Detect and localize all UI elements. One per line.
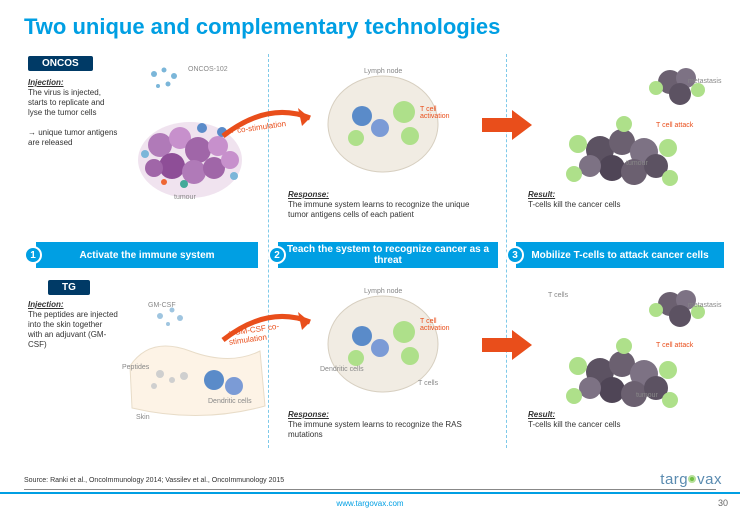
footer-bar: www.targovax.com 30 bbox=[0, 492, 740, 512]
oncos-lymph-illustration bbox=[318, 64, 448, 184]
tg-response-text: The immune system learns to recognize th… bbox=[288, 420, 462, 439]
oncos-result-block: Result: T-cells kill the cancer cells bbox=[528, 190, 708, 210]
oncos-injection-block: Injection: The virus is injected, starts… bbox=[28, 78, 118, 148]
big-arrow-2 bbox=[482, 330, 532, 360]
step-2-box: Teach the system to recognize cancer as … bbox=[278, 242, 498, 268]
tg-dendritic-label: Dendritic cells bbox=[208, 398, 252, 405]
oncos-tcell-attack-label: T cell attack bbox=[656, 122, 693, 129]
step-3-box: Mobilize T-cells to attack cancer cells bbox=[516, 242, 724, 268]
oncos-metastasis-label: metastasis bbox=[688, 78, 721, 85]
tg-gmcsf-label: GM-CSF bbox=[148, 302, 176, 309]
oncos-virus-label: ONCOS-102 bbox=[188, 66, 228, 73]
oncos-injection-after: → unique tumor antigens are released bbox=[28, 128, 117, 147]
footer-url: www.targovax.com bbox=[336, 499, 403, 508]
oncos-tumor-label: tumour bbox=[174, 194, 196, 201]
oncos-injection-text: The virus is injected, starts to replica… bbox=[28, 88, 104, 117]
tg-injection-text: The peptides are injected into the skin … bbox=[28, 310, 118, 349]
oncos-response-text: The immune system learns to recognize th… bbox=[288, 200, 469, 219]
tg-tcell-attack-label: T cell attack bbox=[656, 342, 693, 349]
oncos-injection-label: Injection: bbox=[28, 78, 64, 87]
oncos-response-label: Response: bbox=[288, 190, 329, 199]
tg-tumour-label: tumour bbox=[636, 392, 658, 399]
footer-rule bbox=[24, 489, 716, 490]
targovax-logo: targvax bbox=[660, 471, 722, 488]
logo-dot-icon bbox=[688, 475, 696, 483]
tg-peptides-label: Peptides bbox=[122, 364, 149, 371]
tg-result-label: Result: bbox=[528, 410, 555, 419]
tg-response-block: Response: The immune system learns to re… bbox=[288, 410, 488, 440]
tg-injection-block: Injection: The peptides are injected int… bbox=[28, 300, 118, 350]
page-title: Two unique and complementary technologie… bbox=[24, 14, 500, 40]
tg-result-block: Result: T-cells kill the cancer cells bbox=[528, 410, 708, 430]
oncos-tag: ONCOS bbox=[28, 56, 93, 71]
tg-response-label: Response: bbox=[288, 410, 329, 419]
big-arrow-1 bbox=[482, 110, 532, 140]
tg-tcells2-label: T cells bbox=[548, 292, 568, 299]
tg-skin-label: Skin bbox=[136, 414, 150, 421]
tg-dendritic2-label: Dendritic cells bbox=[320, 366, 364, 373]
tg-tcell-activation: T cell activation bbox=[420, 318, 460, 332]
source-citation: Source: Ranki et al., OncoImmunology 201… bbox=[24, 477, 284, 486]
tg-metastasis-label: metastasis bbox=[688, 302, 721, 309]
step-2-num: 2 bbox=[268, 246, 286, 264]
oncos-response-block: Response: The immune system learns to re… bbox=[288, 190, 488, 220]
tg-result-text: T-cells kill the cancer cells bbox=[528, 420, 620, 429]
tg-lymph-label: Lymph node bbox=[364, 288, 402, 295]
oncos-tumour2-label: tumour bbox=[626, 160, 648, 167]
step-1-box: Activate the immune system bbox=[36, 242, 258, 268]
oncos-result-label: Result: bbox=[528, 190, 555, 199]
tg-tag: TG bbox=[48, 280, 90, 295]
oncos-tcell-activation: T cell activation bbox=[420, 106, 460, 120]
oncos-lymph-label: Lymph node bbox=[364, 68, 402, 75]
step-3-num: 3 bbox=[506, 246, 524, 264]
step-1-num: 1 bbox=[24, 246, 42, 264]
tg-injection-label: Injection: bbox=[28, 300, 64, 309]
page-number: 30 bbox=[718, 498, 728, 508]
tg-tcells-label: T cells bbox=[418, 380, 438, 387]
oncos-result-text: T-cells kill the cancer cells bbox=[528, 200, 620, 209]
